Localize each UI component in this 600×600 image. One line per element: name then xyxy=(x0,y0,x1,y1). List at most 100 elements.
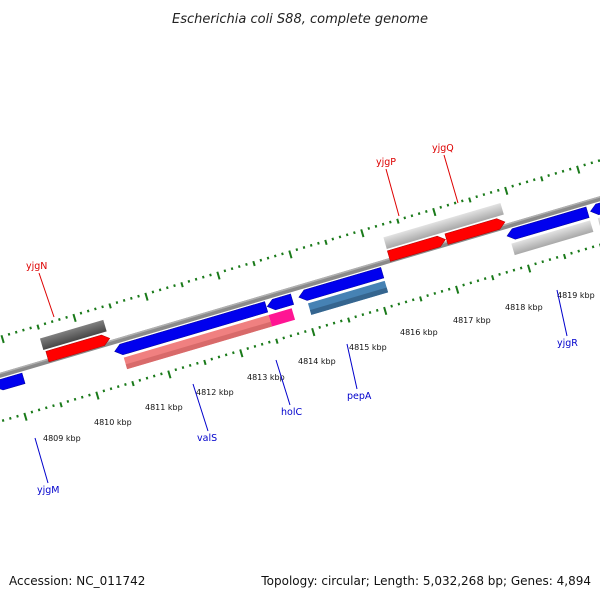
outer-tick xyxy=(14,330,18,334)
outer-tick xyxy=(144,292,149,301)
gene-label-yjgM: yjgM xyxy=(37,485,60,496)
inner-tick xyxy=(483,277,487,281)
outer-tick xyxy=(173,284,176,288)
inner-tick xyxy=(131,380,135,387)
inner-tick xyxy=(116,385,120,389)
outer-tick xyxy=(36,324,40,330)
outer-tick xyxy=(597,159,600,163)
feature-dark-gray xyxy=(39,319,107,351)
outer-tick xyxy=(482,193,486,197)
inner-tick xyxy=(1,419,5,422)
outer-tick xyxy=(331,237,335,241)
inner-tick xyxy=(570,251,573,255)
outer-tick xyxy=(324,239,328,246)
gene-label-holC: holC xyxy=(281,407,302,418)
gene-callout-yjgP xyxy=(385,168,400,217)
outer-tick xyxy=(403,216,407,220)
gene-arrow-partial-right xyxy=(590,197,600,215)
outer-tick-ring xyxy=(0,159,600,344)
gene-arrow-yjgN xyxy=(45,334,111,363)
outer-tick xyxy=(475,195,479,199)
gene-label-valS: valS xyxy=(197,433,217,444)
inner-tick xyxy=(37,408,41,412)
inner-tick xyxy=(433,291,437,295)
outer-tick xyxy=(223,269,227,273)
outer-tick xyxy=(252,260,256,267)
outer-tick xyxy=(396,218,400,224)
inner-tick xyxy=(512,268,516,272)
gene-callout-yjgN xyxy=(38,272,55,318)
inner-tick xyxy=(361,313,365,317)
outer-tick xyxy=(22,328,25,332)
inner-tick xyxy=(217,355,221,359)
outer-tick xyxy=(353,231,356,235)
outer-tick xyxy=(583,163,586,167)
inner-tick xyxy=(109,387,113,391)
inner-tick xyxy=(534,262,537,266)
tick-label: 4818 kbp xyxy=(505,303,543,312)
tick-label: 4817 kbp xyxy=(453,316,491,325)
outer-tick xyxy=(281,252,284,256)
outer-tick xyxy=(165,286,169,290)
outer-tick xyxy=(7,332,11,336)
gene-label-yjgR: yjgR xyxy=(557,338,578,349)
inner-tick xyxy=(498,272,501,276)
inner-tick xyxy=(455,285,460,294)
tick-label: 4811 kbp xyxy=(145,403,183,412)
gene-callout-yjgR xyxy=(556,289,568,337)
inner-tick xyxy=(419,296,423,302)
outer-tick xyxy=(504,186,509,195)
outer-tick xyxy=(72,313,77,323)
gene-label-yjgQ: yjgQ xyxy=(432,143,454,154)
gene-label-pepA: pepA xyxy=(347,391,372,402)
outer-tick xyxy=(568,167,572,171)
outer-tick xyxy=(122,298,126,302)
inner-tick xyxy=(368,311,372,314)
inner-tick xyxy=(591,245,595,249)
tick-label: 4814 kbp xyxy=(298,357,336,366)
inner-tick xyxy=(282,336,286,340)
outer-tick xyxy=(367,226,371,230)
inner-tick xyxy=(196,361,199,365)
outer-tick xyxy=(130,296,133,300)
feature-pink-valS-shade xyxy=(125,321,273,370)
outer-tick xyxy=(65,315,68,319)
outer-tick xyxy=(187,279,191,283)
inner-tick xyxy=(303,330,307,334)
inner-tick xyxy=(80,395,84,399)
inner-tick xyxy=(210,357,214,361)
tick-label: 4813 kbp xyxy=(247,373,285,382)
outer-tick xyxy=(468,197,472,203)
genome-backbone-highlight xyxy=(0,154,600,416)
outer-tick xyxy=(453,201,457,205)
inner-tick xyxy=(325,323,329,327)
inner-tick xyxy=(246,347,250,350)
inner-tick xyxy=(397,302,401,306)
outer-tick xyxy=(237,265,241,269)
inner-tick xyxy=(232,351,235,355)
inner-tick xyxy=(462,283,465,287)
inner-tick xyxy=(203,359,207,366)
outer-tick xyxy=(151,290,155,294)
outer-tick xyxy=(302,246,306,249)
inner-tick xyxy=(354,315,357,319)
outer-tick xyxy=(389,220,392,224)
outer-tick xyxy=(547,174,550,177)
inner-tick xyxy=(289,334,293,338)
outer-tick xyxy=(288,250,293,259)
inner-tick xyxy=(411,298,415,302)
inner-tick xyxy=(8,416,12,420)
gene-arrow-pepA xyxy=(298,267,385,301)
inner-tick xyxy=(124,383,127,386)
inner-tick xyxy=(23,412,28,421)
inner-tick xyxy=(239,349,244,358)
tick-label: 4810 kbp xyxy=(94,418,132,427)
outer-tick xyxy=(381,222,385,226)
inner-tick xyxy=(332,321,336,325)
outer-tick xyxy=(410,214,414,218)
inner-tick xyxy=(181,366,185,370)
inner-tick xyxy=(347,317,351,323)
tick-label: 4809 kbp xyxy=(43,434,81,443)
gene-callout-pepA xyxy=(346,343,358,390)
